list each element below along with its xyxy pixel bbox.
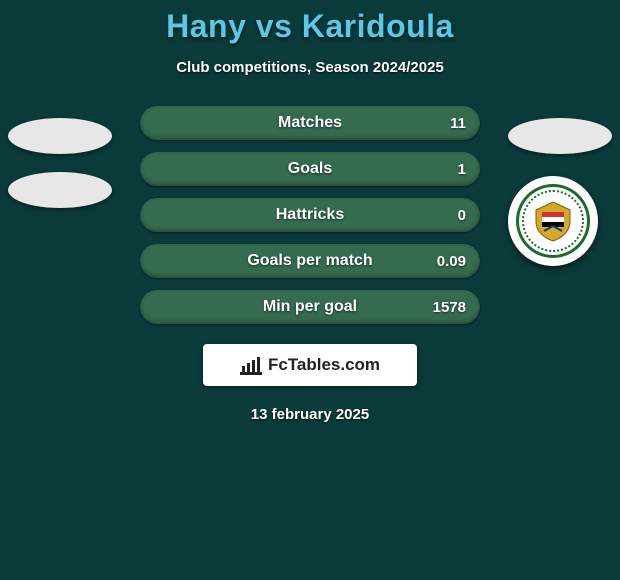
stat-value-right: 1578	[433, 299, 466, 316]
placeholder-ellipse	[8, 118, 112, 154]
stat-value-right: 1	[458, 161, 466, 178]
club-emblem	[508, 176, 598, 266]
stat-value-right: 11	[450, 115, 466, 132]
stat-row: Hattricks 0	[140, 198, 480, 232]
page-title: Hany vs Karidoula	[0, 8, 620, 45]
stat-row: Goals per match 0.09	[140, 244, 480, 278]
stat-value-right: 0.09	[437, 253, 466, 270]
widget-container: Hany vs Karidoula Club competitions, Sea…	[0, 0, 620, 423]
club-emblem-icon	[530, 198, 576, 244]
stat-label: Matches	[140, 114, 480, 132]
brand-text: FcTables.com	[268, 355, 380, 375]
brand-attribution[interactable]: FcTables.com	[203, 344, 417, 386]
page-subtitle: Club competitions, Season 2024/2025	[0, 59, 620, 76]
stat-row: Min per goal 1578	[140, 290, 480, 324]
stat-label: Goals per match	[140, 252, 480, 270]
left-player-placeholders	[8, 118, 112, 226]
stat-value-right: 0	[458, 207, 466, 224]
club-emblem-ring	[516, 184, 590, 258]
stat-row: Matches 11	[140, 106, 480, 140]
stat-label: Hattricks	[140, 206, 480, 224]
stat-row: Goals 1	[140, 152, 480, 186]
stat-label: Goals	[140, 160, 480, 178]
stat-label: Min per goal	[140, 298, 480, 316]
chart-icon	[240, 355, 262, 375]
right-player-placeholder	[508, 118, 612, 154]
date-text: 13 february 2025	[0, 406, 620, 423]
placeholder-ellipse	[8, 172, 112, 208]
